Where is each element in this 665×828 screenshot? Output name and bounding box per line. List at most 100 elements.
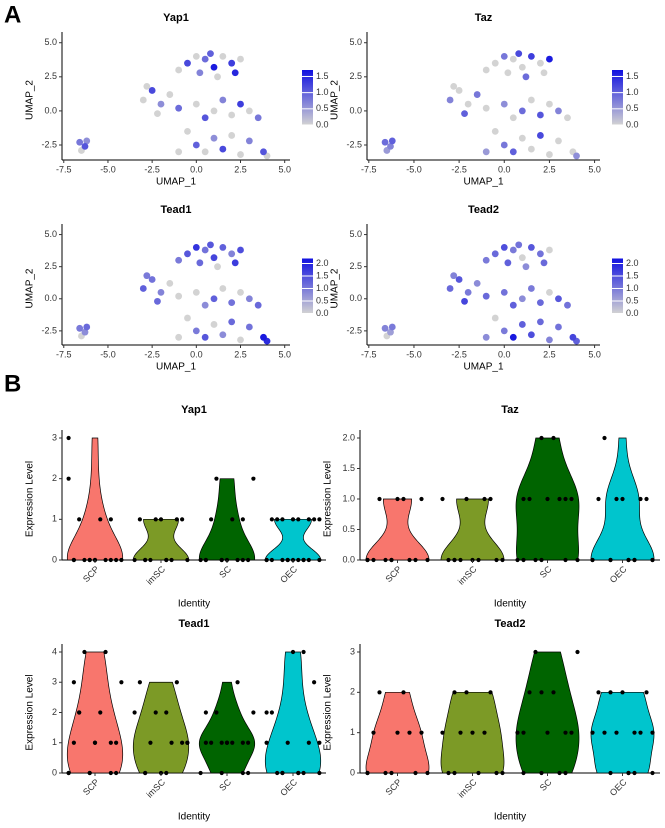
cell-point [482,66,490,74]
y-tick-label: 0.0 [44,105,57,115]
cell-point [546,151,553,158]
x-tick-label: 0.0 [190,349,203,359]
cell-point [608,557,613,563]
cell-point [285,740,290,745]
cell-point [175,104,183,112]
cell-point [219,770,224,776]
cell-point [185,740,190,745]
colorbar [302,258,313,314]
cell-point [464,100,472,108]
colorbar-label: 1.5 [626,270,639,280]
cell-point [563,730,568,735]
colorbar-label: 0.0 [626,119,639,129]
cell-point [407,730,412,735]
cell-point [245,107,253,115]
cell-point [203,557,208,563]
y-tick-label: 1 [350,727,355,737]
cell-point [494,557,499,563]
cell-point [175,148,183,156]
cell-point [81,328,89,336]
cell-point [488,690,493,695]
cell-point [596,690,601,695]
violin [264,518,322,561]
cell-point [245,323,253,331]
colorbar-label: 1.5 [626,71,639,81]
cell-point [180,517,185,522]
cell-point [491,127,499,135]
cell-point [166,279,174,287]
cell-point [602,435,607,441]
cell-point [575,557,580,563]
violin [66,437,124,561]
y-tick-label: 2.0 [342,432,355,442]
cell-point [251,476,256,481]
cell-point [555,323,562,331]
cell-point [518,254,526,262]
chart-title: Taz [475,12,493,24]
x-tick-label: OEC [278,777,299,798]
cell-point [235,557,240,563]
cell-point [108,517,113,522]
cell-point [317,517,322,522]
cell-point [184,127,191,135]
cell-point [235,680,240,685]
cell-point [108,740,113,745]
y-tick-label: 1 [52,514,57,524]
y-tick-label: 0.0 [44,293,57,303]
colorbar [612,70,623,125]
cell-point [290,517,296,522]
cell-point [228,250,236,258]
cell-point [608,690,613,695]
colorbar-label: 1.0 [316,283,329,293]
cell-point [306,740,311,745]
cell-point [228,111,236,119]
cell-point [536,299,544,307]
cell-point [425,557,430,563]
cell-point [245,137,253,145]
cell-point [87,557,92,563]
cell-point [650,770,655,776]
cell-point [546,246,553,254]
cell-point [209,517,214,522]
cell-point [137,517,142,522]
cell-point [76,324,84,332]
cell-point [365,770,370,776]
cell-point [546,55,553,63]
y-tick-label: 0.5 [342,524,355,534]
cell-point [296,557,301,563]
y-axis-label: Expression Level [25,461,36,537]
cell-point [527,331,535,339]
cell-point [214,263,221,271]
cell-point [192,327,200,335]
cell-point [452,557,457,563]
cell-point [482,496,487,502]
cell-point [98,517,103,522]
cell-point [114,740,119,745]
cell-point [219,740,224,745]
colorbar [612,258,623,314]
x-tick-label: -2.5 [144,349,160,359]
x-tick-label: 5.0 [588,349,601,359]
x-tick-label: 0.0 [498,164,511,174]
y-tick-label: 1.5 [342,463,355,473]
cell-point [254,114,262,122]
violin [515,651,580,774]
cell-point [464,690,469,695]
x-tick-label: -5.0 [100,349,116,359]
x-tick-label: -7.5 [56,349,72,359]
cell-point [76,138,84,146]
cell-point [500,52,508,60]
colorbar-label: 0.5 [626,295,639,305]
y-tick-label: 5.0 [44,229,57,239]
cell-point [143,770,148,776]
chart-title: Taz [501,404,519,416]
cell-point [210,134,218,142]
cell-point [482,104,490,112]
cell-point [614,496,619,502]
x-tick-label: 0.0 [498,349,511,359]
cell-point [452,770,457,776]
cell-point [482,730,487,735]
cell-point [563,557,568,563]
x-tick-label: SC [538,564,554,580]
cell-point [198,770,203,776]
